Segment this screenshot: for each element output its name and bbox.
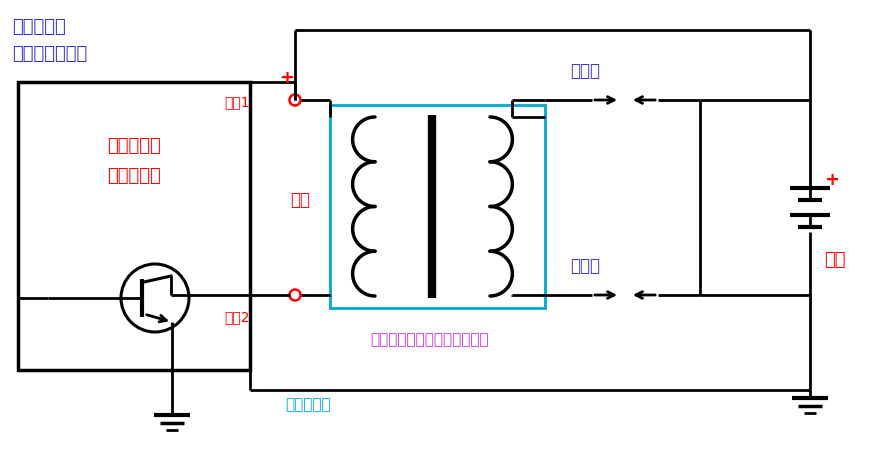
Bar	[330, 105, 545, 308]
Text: 初级: 初级	[290, 191, 310, 209]
Text: 点火线圈电路图: 点火线圈电路图	[12, 45, 87, 63]
Text: +: +	[824, 171, 839, 189]
Text: 车师傅电子: 车师傅电子	[285, 397, 331, 413]
Text: 双缸一体式: 双缸一体式	[12, 18, 65, 36]
Text: 端子2: 端子2	[224, 310, 250, 324]
Text: 两个火花塞公用一个点火线圈: 两个火花塞公用一个点火线圈	[371, 332, 489, 347]
Text: 发动机电脑: 发动机电脑	[107, 167, 161, 185]
Text: 点火模块或: 点火模块或	[107, 137, 161, 155]
Text: +: +	[279, 69, 294, 87]
Bar	[18, 82, 250, 370]
Text: 电池: 电池	[824, 251, 845, 269]
Text: 火花塞: 火花塞	[570, 62, 600, 80]
Text: 端子1: 端子1	[224, 95, 250, 109]
Text: 火花塞: 火花塞	[570, 257, 600, 275]
